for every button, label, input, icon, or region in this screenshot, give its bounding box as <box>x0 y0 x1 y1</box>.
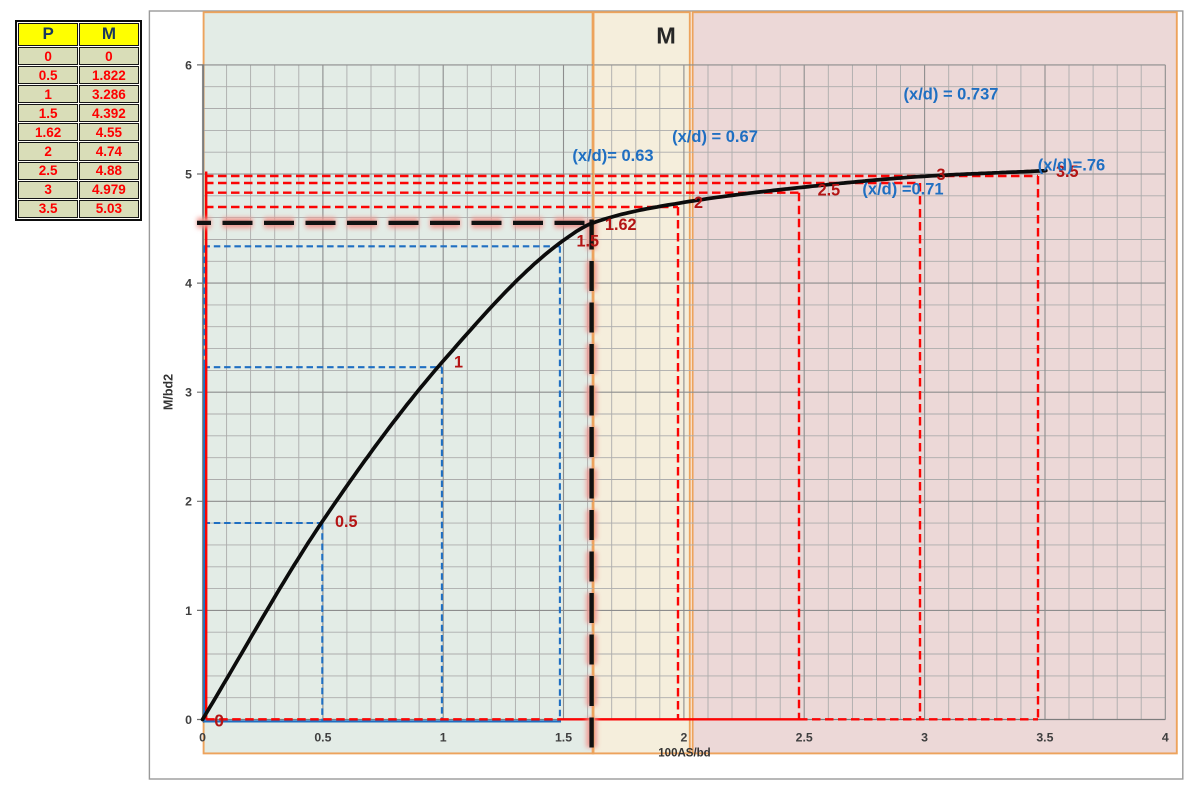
svg-text:1.5: 1.5 <box>577 233 600 251</box>
svg-text:M: M <box>656 23 676 49</box>
svg-text:5: 5 <box>185 167 192 181</box>
svg-text:2: 2 <box>185 495 192 509</box>
svg-text:100AS/bd: 100AS/bd <box>658 748 710 760</box>
svg-text:2: 2 <box>694 194 703 212</box>
svg-text:(x/d) =0.71: (x/d) =0.71 <box>862 181 943 199</box>
svg-text:1: 1 <box>454 354 463 372</box>
svg-text:0.5: 0.5 <box>314 731 331 745</box>
svg-text:0: 0 <box>214 711 224 731</box>
svg-text:(x/d) = 0.737: (x/d) = 0.737 <box>904 86 999 104</box>
svg-text:1: 1 <box>185 604 192 618</box>
svg-text:4: 4 <box>1162 731 1169 745</box>
svg-text:(x/d)= 0.63: (x/d)= 0.63 <box>572 147 653 165</box>
svg-text:(x/d) = 0.67: (x/d) = 0.67 <box>672 128 758 146</box>
svg-text:3: 3 <box>937 166 946 184</box>
svg-text:0: 0 <box>185 713 192 727</box>
svg-text:6: 6 <box>185 58 192 72</box>
svg-text:4: 4 <box>185 277 192 291</box>
svg-text:2.5: 2.5 <box>796 731 813 745</box>
svg-text:2.5: 2.5 <box>818 182 841 200</box>
svg-text:1.5: 1.5 <box>555 731 572 745</box>
svg-text:3: 3 <box>185 386 192 400</box>
svg-text:3.5: 3.5 <box>1036 731 1053 745</box>
svg-text:3: 3 <box>921 731 928 745</box>
svg-text:0.5: 0.5 <box>335 513 358 531</box>
svg-text:2: 2 <box>680 731 687 745</box>
svg-text:0: 0 <box>199 731 206 745</box>
svg-text:1.62: 1.62 <box>605 216 637 234</box>
svg-text:1: 1 <box>440 731 447 745</box>
svg-text:(x/d)=.76: (x/d)=.76 <box>1038 157 1105 175</box>
svg-text:3.5: 3.5 <box>1056 163 1079 181</box>
svg-text:M/bd2: M/bd2 <box>162 374 176 410</box>
